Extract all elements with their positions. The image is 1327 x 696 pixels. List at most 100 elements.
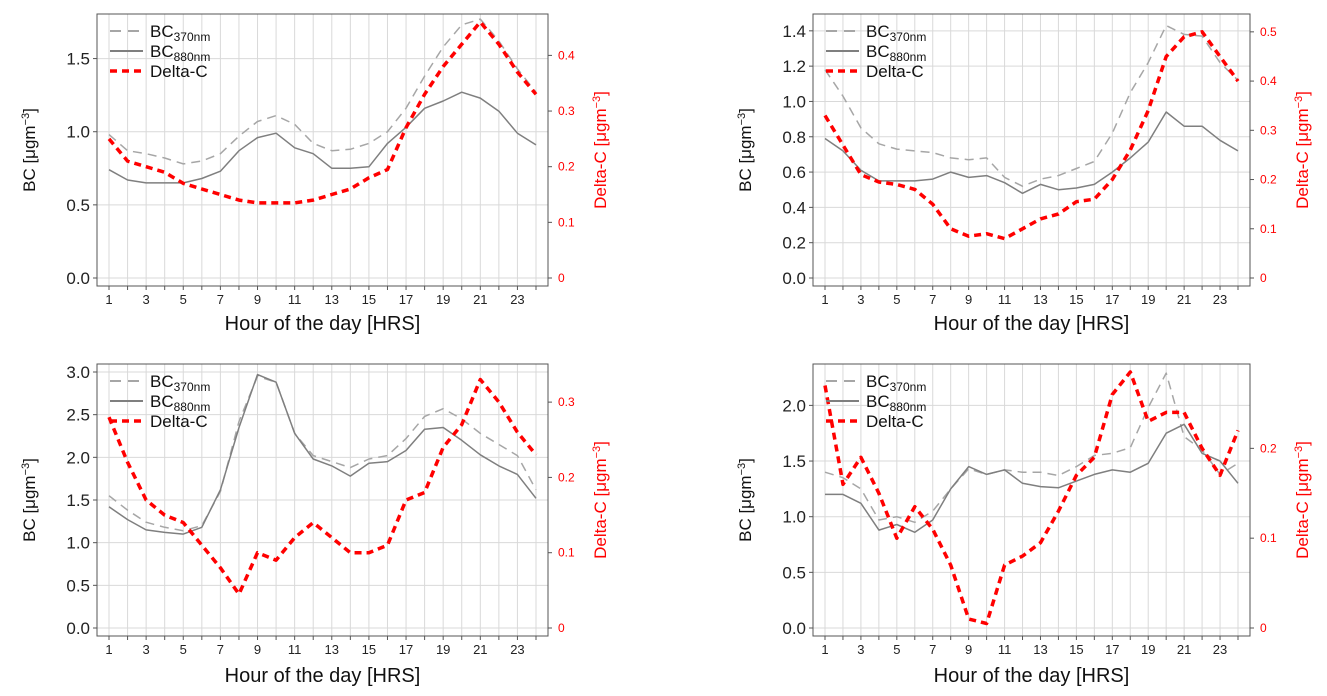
y-axis-right: 0 0.1 0.2 0.3 Delta-C [μgm−3] (548, 395, 610, 635)
legend-label-main: BC (150, 372, 174, 391)
y-axis-title-bracket: ] (20, 108, 39, 113)
y2-axis-title-bracket: ] (591, 91, 610, 96)
x-tick-label: 13 (1033, 642, 1047, 657)
x-tick-label: 1 (821, 292, 828, 307)
x-tick-label: 15 (362, 292, 376, 307)
series-line-bc-370nm (824, 372, 1239, 524)
x-tick-label: 15 (1069, 292, 1083, 307)
y2-axis-title-bracket: ] (591, 441, 610, 446)
y-tick-label: 1.0 (782, 508, 806, 527)
y-tick-label: 3.0 (66, 363, 90, 382)
x-tick-label: 17 (1105, 642, 1119, 657)
legend-label-subscript: 370nm (174, 30, 211, 44)
x-tick-label: 23 (510, 642, 524, 657)
y-tick-label: 0.0 (782, 269, 806, 288)
x-tick-label: 19 (436, 292, 450, 307)
legend-label: BC880nm (150, 42, 210, 64)
y-axis-title-main: BC (20, 164, 39, 192)
x-tick-label: 23 (1213, 292, 1227, 307)
y-axis-title-unit: [μgm (736, 475, 755, 513)
x-tick-label: 13 (325, 642, 339, 657)
legend-label-main: BC (866, 22, 890, 41)
x-tick-label: 11 (998, 642, 1012, 657)
y2-axis-title-exponent: −3 (591, 96, 603, 109)
x-tick-label: 1 (105, 642, 112, 657)
x-tick-label: 9 (254, 292, 261, 307)
y2-axis-title-unit: [μgm (1293, 108, 1312, 146)
legend-label-subscript: 370nm (174, 380, 211, 394)
y-tick-label: 0.0 (66, 619, 90, 638)
x-tick-label: 13 (1033, 292, 1047, 307)
y2-tick-label: 0 (558, 621, 565, 635)
series-line-bc-880nm (824, 111, 1239, 195)
series-line-bc-880nm (108, 91, 537, 184)
x-tick-label: 11 (288, 292, 302, 307)
legend-label-main: BC (150, 392, 174, 411)
y-tick-label: 1.5 (66, 50, 90, 69)
legend-label: BC880nm (866, 42, 926, 64)
y-tick-label: 0.5 (782, 563, 806, 582)
series-line-delta-c (823, 30, 1240, 241)
legend-label-subscript: 880nm (890, 400, 927, 414)
y-axis-title-unit: [μgm (736, 125, 755, 163)
legend-label: BC880nm (150, 392, 210, 414)
legend-label: BC370nm (866, 22, 926, 44)
y-tick-label: 1.2 (782, 57, 806, 76)
y-axis-left: 0.0 0.5 1.0 1.5 BC [μgm−3] (20, 50, 97, 288)
x-tick-label: 11 (998, 292, 1012, 307)
x-tick-label: 7 (929, 292, 936, 307)
y-axis-title: BC [μgm−3] (736, 108, 755, 192)
y-axis-title-unit: [μgm (20, 475, 39, 513)
legend-label-main: Delta-C (150, 412, 208, 431)
legend-label-subscript: 880nm (174, 50, 211, 64)
x-tick-label: 9 (965, 292, 972, 307)
legend-label: Delta-C (150, 62, 208, 81)
x-axis-title: Hour of the day [HRS] (225, 313, 421, 335)
y-tick-label: 1.0 (782, 92, 806, 111)
x-tick-label: 17 (399, 642, 413, 657)
y2-axis-title-main: Delta-C (1293, 147, 1312, 209)
y-axis-title-exponent: −3 (20, 463, 32, 476)
x-tick-label: 21 (1177, 642, 1191, 657)
y-tick-label: 2.0 (782, 396, 806, 415)
y-axis-title: BC [μgm−3] (20, 458, 39, 542)
y2-tick-label: 0.3 (558, 395, 575, 409)
y2-tick-label: 0.3 (558, 104, 575, 118)
y2-axis-title-exponent: −3 (1293, 96, 1305, 109)
x-tick-label: 17 (1105, 292, 1119, 307)
y2-axis-title-main: Delta-C (591, 147, 610, 209)
y-axis-title-exponent: −3 (736, 463, 748, 476)
y2-axis-title-unit: [μgm (591, 458, 610, 496)
series-line-delta-c (823, 370, 1240, 626)
y2-tick-label: 0 (1260, 271, 1267, 285)
y2-axis-title-main: Delta-C (1293, 497, 1312, 559)
x-tick-label: 3 (857, 292, 864, 307)
legend-label-main: Delta-C (866, 412, 924, 431)
y-axis-right: 0 0.1 0.2 Delta-C [μgm−3] (1250, 441, 1312, 635)
x-tick-label: 5 (893, 642, 900, 657)
x-tick-label: 13 (325, 292, 339, 307)
series-line-bc-880nm (825, 423, 1239, 534)
legend-label-main: Delta-C (866, 62, 924, 81)
y-tick-label: 2.5 (66, 406, 90, 425)
y2-tick-label: 0.2 (1260, 173, 1277, 187)
x-tick-label: 23 (1213, 642, 1227, 657)
x-tick-label: 1 (105, 292, 112, 307)
y-tick-label: 1.4 (782, 22, 806, 41)
legend-label-main: BC (866, 372, 890, 391)
x-tick-label: 9 (965, 642, 972, 657)
legend-label-subscript: 370nm (890, 380, 927, 394)
legend-label: Delta-C (866, 412, 924, 431)
y-tick-label: 0.8 (782, 128, 806, 147)
y-axis-title-unit: [μgm (20, 125, 39, 163)
y-tick-label: 0.6 (782, 163, 806, 182)
y-axis-title-main: BC (736, 164, 755, 192)
grid (813, 364, 1250, 636)
y2-axis-title-bracket: ] (1293, 441, 1312, 446)
series-line-bc-370nm (108, 18, 537, 165)
y-tick-label: 2.0 (66, 448, 90, 467)
legend-label-subscript: 880nm (890, 50, 927, 64)
plot-frame (96, 13, 549, 287)
